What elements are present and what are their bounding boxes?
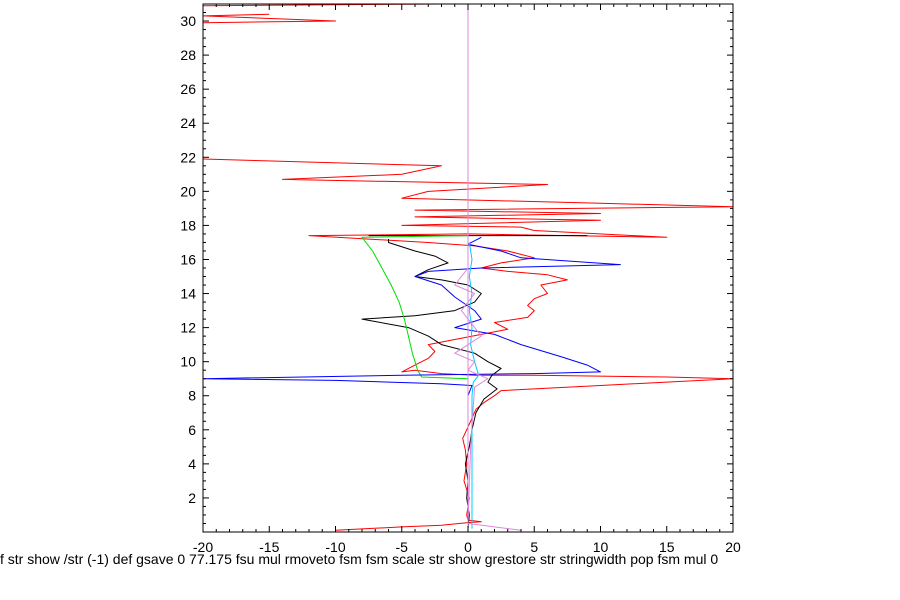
y-tick-label: 30 (180, 13, 196, 29)
series-line-9 (454, 267, 522, 531)
y-tick-label: 6 (188, 422, 196, 438)
x-tick-label: -20 (193, 539, 213, 555)
y-tick-label: 12 (180, 320, 196, 336)
x-tick-label: -15 (259, 539, 279, 555)
y-tick-label: 24 (180, 115, 196, 131)
x-tick-label: -10 (325, 539, 345, 555)
x-tick-label: -5 (396, 539, 409, 555)
series-layer (202, 3, 734, 532)
y-tick-label: 22 (180, 149, 196, 165)
x-tick-label: 15 (659, 539, 675, 555)
y-tick-label: 16 (180, 251, 196, 267)
series-line-1 (202, 13, 336, 24)
series-line-3 (361, 239, 502, 529)
series-line-5 (361, 235, 469, 380)
x-tick-label: 20 (725, 539, 741, 555)
series-line-7 (468, 242, 480, 529)
y-tick-label: 4 (188, 456, 196, 472)
series-line-0 (202, 158, 734, 531)
y-tick-label: 18 (180, 217, 196, 233)
y-tick-label: 2 (188, 490, 196, 506)
y-tick-label: 26 (180, 81, 196, 97)
x-tick-label: 5 (530, 539, 538, 555)
y-tick-label: 14 (180, 286, 196, 302)
x-tick-label: 10 (593, 539, 609, 555)
y-tick-label: 10 (180, 354, 196, 370)
x-tick-label: 0 (464, 539, 472, 555)
y-tick-label: 20 (180, 183, 196, 199)
tick-layer: -20 -15 -10 -5 0 5 10 15 20246810121416182022242… (180, 4, 741, 555)
y-tick-label: 8 (188, 388, 196, 404)
series-line-6 (202, 236, 621, 527)
y-tick-label: 28 (180, 47, 196, 63)
postscript-footer-text: f str show /str (-1) def gsave 0 77.175 … (0, 551, 719, 567)
